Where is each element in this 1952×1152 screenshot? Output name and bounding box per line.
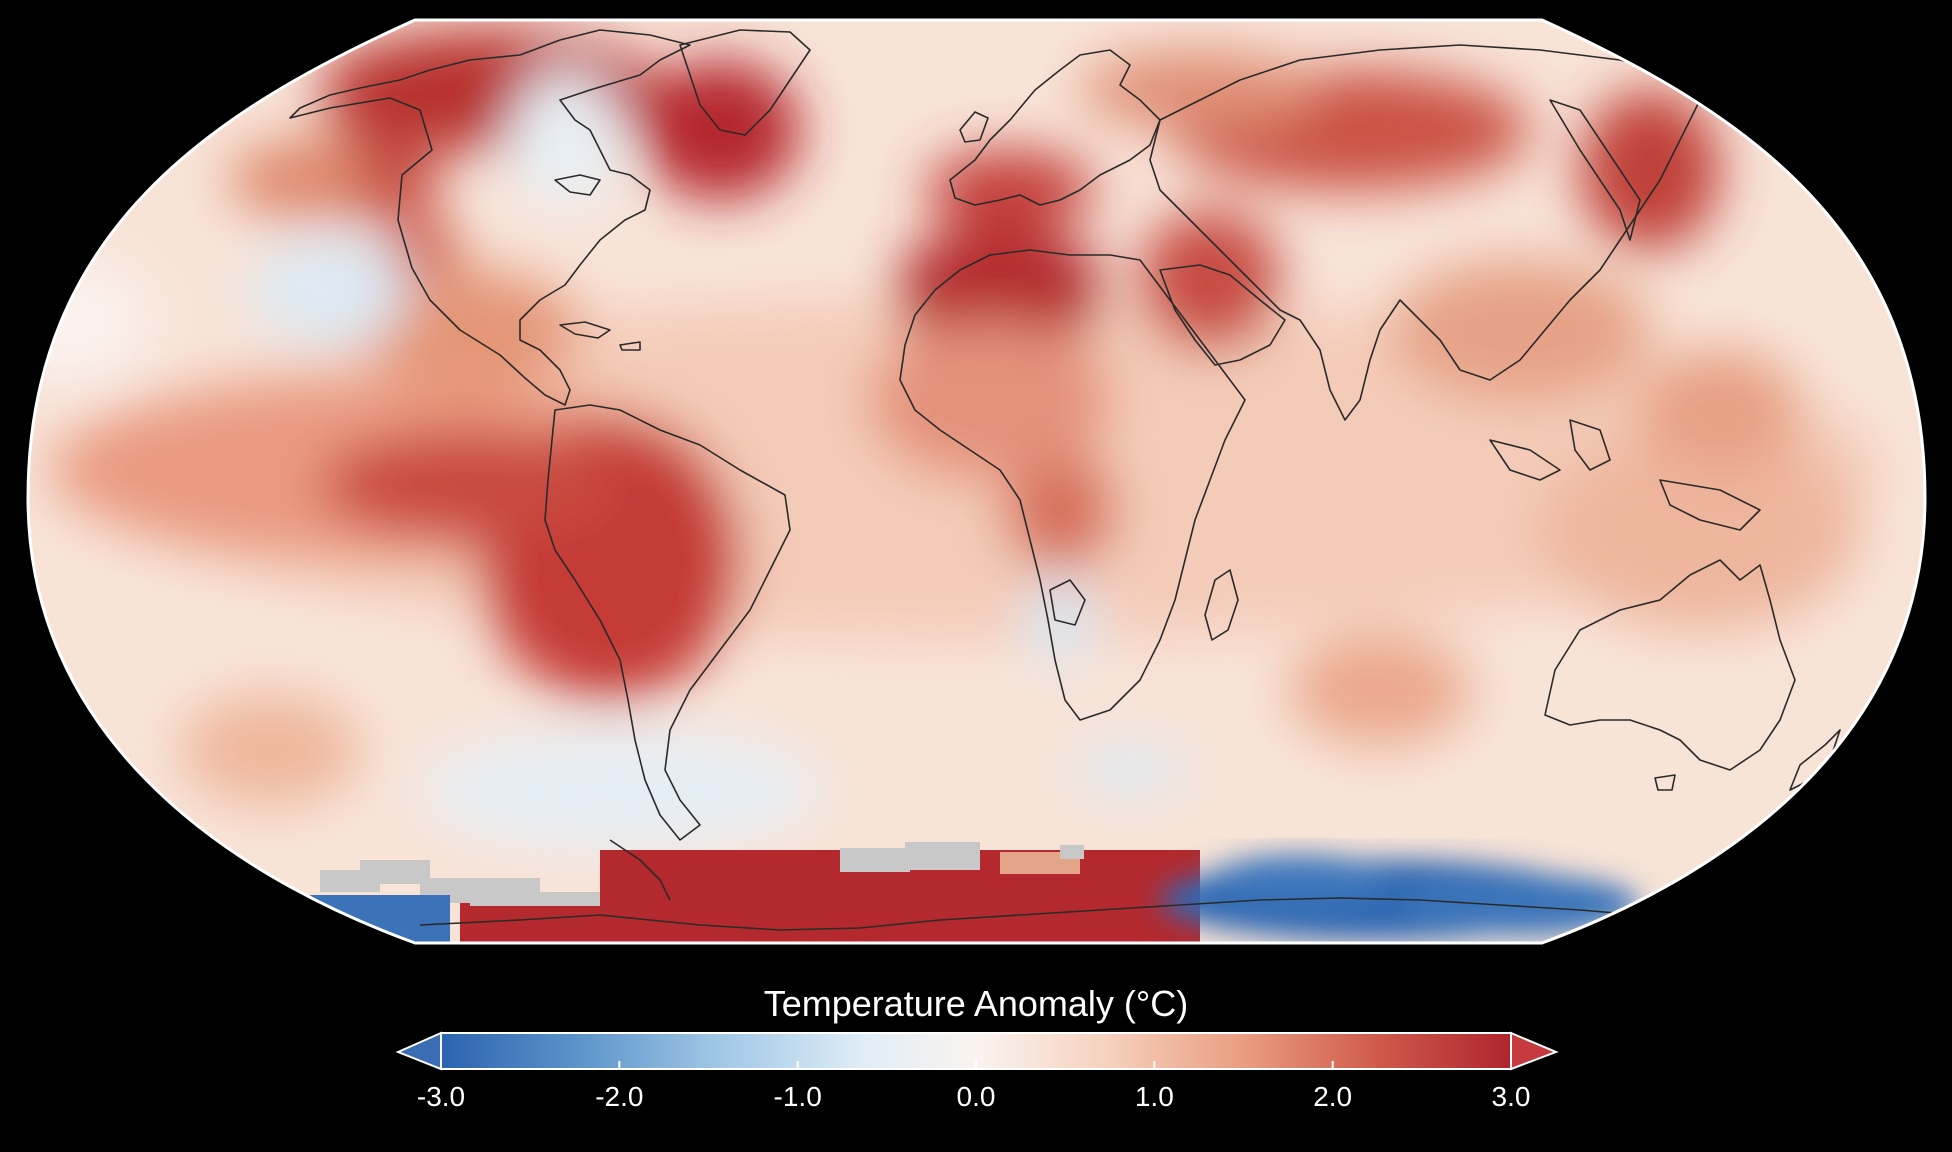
colorbar-tick-marks: [440, 1061, 1512, 1069]
colorbar: [395, 1031, 1559, 1071]
globe: [28, 20, 1925, 943]
antarctic-field: [310, 842, 1200, 943]
colorbar-title: Temperature Anomaly (°C): [763, 983, 1189, 1024]
colorbar-tick-label: 0.0: [956, 1081, 996, 1112]
colorbar-tick-label: -1.0: [773, 1081, 822, 1112]
colorbar-tick-label: -2.0: [595, 1081, 644, 1112]
colorbar-tick-label: 2.0: [1313, 1081, 1353, 1112]
colorbar-extend-low: [395, 1031, 442, 1071]
colorbar-tick-label: 1.0: [1134, 1081, 1174, 1112]
colorbar-extend-high: [1510, 1031, 1559, 1071]
coastlines: [289, 29, 1841, 931]
globe-outline: [26, 18, 1927, 945]
colorbar-tick-label: -3.0: [416, 1081, 466, 1112]
colorbar-tick-label: 3.0: [1491, 1081, 1531, 1112]
